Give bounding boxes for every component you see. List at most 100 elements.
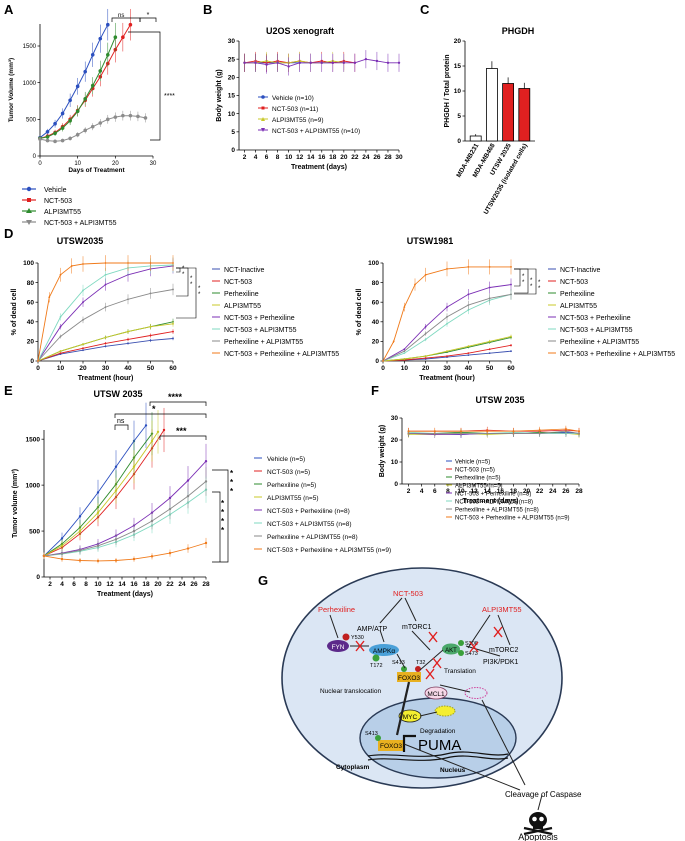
sig-label: * [221,517,225,526]
y-tick-label: 5 [231,129,235,136]
series-line [37,289,174,362]
series-line [39,37,116,139]
diagram-degradation: Degradation [420,728,456,735]
x-tick-label: 30 [150,161,157,167]
sig-label: ns [118,13,124,19]
legend-b-item: NCT-503 + ALPI3MT55 (n=10) [272,128,360,135]
legend-d1-item: NCT-503 + Perhexiline + ALPI3MT55 [224,351,339,358]
sig-label: * [182,266,185,272]
x-tick-label: 22 [166,581,174,588]
series-line [43,431,159,557]
x-tick-label: 16 [318,154,326,161]
x-tick-label: 30 [443,365,451,372]
legend-d1-item: NCT-503 + Perhexiline [224,315,295,322]
x-tick-label: 6 [72,581,76,588]
legend-d1-item: NCT-Inactive [224,267,265,274]
x-tick-label: 0 [381,365,385,372]
series-line [408,428,580,432]
sig-label: * [147,12,150,19]
legend-e-item: Vehicle (n=5) [267,456,305,463]
phospho-dot [415,666,421,672]
sig-label: * [230,487,234,496]
x-tick-label: 16 [497,488,505,495]
x-tick-label: 24 [178,581,186,588]
y-tick-label: 0 [33,154,37,160]
x-tick-label: 14 [307,154,315,161]
x-tick-label: 50 [486,365,494,372]
y-tick-label: 80 [372,280,380,287]
series-4 [382,334,512,362]
diagram-mcl1: MCL1 [427,691,445,698]
phospho-dot [372,654,380,662]
y-axis-label: % of dead cell [11,289,18,336]
legend-d2-item: Perhexiline [560,291,595,298]
phospho-dot [458,640,464,646]
y-tick-label: 40 [27,319,35,326]
diagram-nucleus: Nucleus [440,767,466,774]
sig-label: *** [176,426,187,436]
x-tick-label: 26 [562,488,570,495]
x-tick-label: 8 [276,154,280,161]
transcription-arrow [402,734,416,752]
diagram-mtorc1: mTORC1 [402,624,432,631]
y-tick-label: 100 [368,260,379,267]
chart-a: 0 10 20 30 0 500 1000 1500 Days of Treatment Tumo… [8,8,157,174]
series-2 [37,329,174,362]
diagram-alpi: ALPI3MT55 [482,605,522,614]
sig-label: * [182,272,185,278]
diagram-mtorc2: mTORC2 [489,647,519,654]
x-tick-label: 28 [384,154,392,161]
sig-label: * [152,404,156,414]
x-tick-label: 12 [106,581,114,588]
bar [469,135,482,142]
series-8 [382,259,512,362]
series-5 [382,278,512,362]
panel-label-g: G [258,573,268,588]
phospho-dot [458,650,464,656]
x-tick-label: 2 [48,581,52,588]
phospho-dot [401,666,407,672]
significance-e: ns * **** *** * * * * * * * [114,392,234,563]
diagram-cleavage: Cleavage of Caspase [505,790,582,799]
series-line [382,344,512,362]
x-tick-label: 28 [575,488,583,495]
x-axis-label: Treatment (hour) [78,375,134,382]
diagram-amp-atp: AMP/ATP [357,626,388,633]
diagram-s413-nuclear: S413 [365,731,378,737]
x-tick-label: 4 [60,581,64,588]
sig-label: * [198,292,201,298]
sig-label: * [221,508,225,517]
series-6 [42,476,208,560]
x-tick-label: 20 [79,365,87,372]
legend-e-item: Perhexiline (n=5) [267,482,316,489]
y-tick-label: 60 [372,299,380,306]
legend-d2-item: ALPI3MT55 [560,303,597,310]
nuclear-foxo3-shape [378,740,404,751]
phospho-dot [342,633,350,641]
legend-d2-item: NCT-Inactive [560,267,601,274]
sig-label: * [221,526,225,535]
y-tick-label: 1000 [26,482,41,489]
y-tick-label: 15 [228,93,236,100]
series-line [244,60,344,64]
x-tick-label: 10 [74,161,81,167]
chart-d2-title: UTSW1981 [407,236,454,246]
series-line [37,331,174,362]
series-line [382,284,512,362]
y-axis-label: Body weight (g) [216,69,223,122]
fyn-shape [327,640,349,652]
y-axis-label: PHGDH / Total protein [444,55,451,128]
x-tick-label: 40 [465,365,473,372]
sig-label: * [221,499,225,508]
x-tick-label: 20 [422,365,430,372]
series-line [382,293,512,362]
degraded-mcl1 [464,687,488,699]
chart-d1-title: UTSW2035 [57,236,104,246]
x-tick-label: 2 [243,154,247,161]
x-tick-label: 26 [373,154,381,161]
data-point [42,554,46,558]
sig-label: * [538,280,541,286]
chart-d2: 0 10 20 30 40 50 60 0 20 40 60 80 100 Treatment (hour… [356,259,515,382]
